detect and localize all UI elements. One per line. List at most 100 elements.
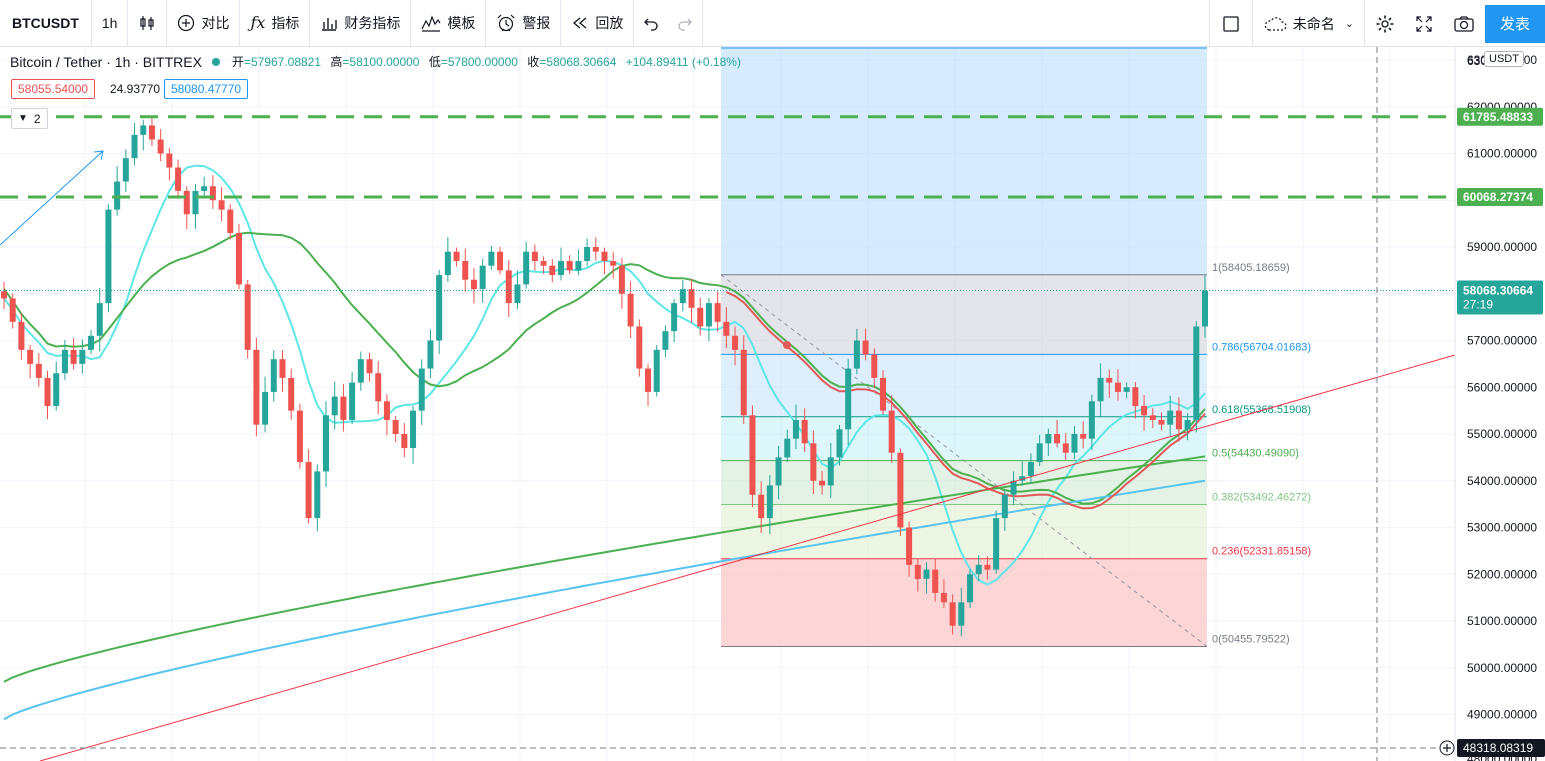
candle-body: [1202, 290, 1208, 327]
candle-body: [1114, 382, 1121, 392]
buy-price-box[interactable]: 58080.47770: [164, 79, 249, 99]
plus-circle-icon: [178, 14, 195, 32]
candle-body: [679, 289, 686, 304]
candle-body: [845, 368, 852, 430]
price-tick-label: 55000.00000: [1467, 427, 1537, 441]
candle-body: [357, 359, 364, 383]
candle-body: [35, 363, 42, 378]
candle-body: [1141, 405, 1148, 416]
candle-body: [775, 457, 782, 486]
candle-body: [392, 419, 399, 434]
price-axis: 63000.0000062000.0000061000.0000060000.0…: [1439, 47, 1545, 761]
price-axis-bg: [1455, 47, 1545, 761]
candle-body: [183, 190, 190, 215]
candle-body: [575, 261, 582, 271]
last-price-tag-bg: [1457, 280, 1543, 315]
compare-button[interactable]: 对比: [167, 0, 241, 47]
studies-toggle-button[interactable]: ▼ 2: [11, 108, 48, 129]
last-price-tag: 58068.30664: [1463, 284, 1533, 298]
indicators-button[interactable]: ƒx 指标: [240, 0, 311, 47]
top-toolbar: BTCUSDT 1h 对比 ƒx 指标 财务指标 模板 警报 回放 未命名: [0, 0, 1545, 47]
candle-body: [627, 293, 634, 327]
redo-button[interactable]: [668, 0, 704, 47]
square-icon: [1223, 15, 1239, 32]
toolbar-right-group: 未命名 ⌄ 发表: [1208, 0, 1545, 47]
interval-button[interactable]: 1h: [92, 0, 129, 47]
candle-body: [262, 391, 269, 425]
screenshot-button[interactable]: [1443, 0, 1485, 47]
candle-body: [923, 569, 930, 579]
fx-icon: ƒx: [250, 13, 266, 32]
candle-body: [497, 251, 504, 271]
replay-button[interactable]: 回放: [561, 0, 635, 47]
candle-body: [862, 340, 869, 355]
sell-price-box[interactable]: 58055.54000: [11, 79, 96, 99]
candle-body: [88, 335, 95, 350]
candle-body: [523, 251, 530, 285]
financials-label: 财务指标: [344, 15, 401, 31]
open-value: =57967.08821: [243, 55, 322, 69]
candle-body: [79, 349, 86, 364]
candle-body: [505, 270, 512, 304]
candle-body: [732, 335, 739, 350]
candle-body: [723, 321, 730, 336]
fib-level-label: 0.786(56704.01683): [1212, 341, 1311, 353]
fullscreen-icon: [1416, 15, 1432, 32]
redo-icon: [678, 18, 693, 31]
layout-name-button[interactable]: 未命名 ⌄: [1251, 0, 1364, 47]
select-layout-button[interactable]: [1208, 0, 1252, 47]
candle-body: [914, 564, 921, 579]
candle-body: [819, 480, 826, 486]
fib-level-label: 1(58405.18659): [1212, 262, 1290, 274]
candle-body: [70, 349, 77, 364]
close-label: 收: [527, 55, 540, 69]
level-lower-tag: 60068.27374: [1463, 190, 1533, 204]
candles: [1, 116, 1208, 637]
countdown-tag: 27:19: [1463, 298, 1493, 312]
high-label: 高: [330, 55, 343, 69]
trend-line: [39, 354, 1456, 761]
candle-body: [853, 340, 860, 369]
candle-body: [584, 247, 591, 262]
price-tick-label: 52000.00000: [1467, 567, 1537, 581]
templates-button[interactable]: 模板: [411, 0, 487, 47]
open-label: 开: [231, 55, 244, 69]
candle-body: [105, 209, 112, 304]
candle-body: [949, 602, 956, 626]
candle-body: [1149, 415, 1156, 420]
candle-body: [27, 349, 34, 364]
candle-body: [610, 261, 617, 266]
financials-button[interactable]: 财务指标: [310, 0, 412, 47]
plus-icon: [1443, 744, 1451, 752]
candle-body: [784, 438, 791, 458]
fullscreen-button[interactable]: [1405, 0, 1443, 47]
alert-button[interactable]: 警报: [486, 0, 562, 47]
candle-body: [314, 471, 321, 519]
candle-body: [427, 340, 434, 369]
candle-body: [1123, 387, 1130, 392]
settings-button[interactable]: [1364, 0, 1405, 47]
currency-label[interactable]: USDT: [1484, 51, 1524, 67]
undo-button[interactable]: [634, 0, 668, 47]
fib-trend-line: [720, 274, 1208, 647]
chart-type-button[interactable]: [128, 0, 168, 47]
price-chart[interactable]: 1(58405.18659) 0.786(56704.01683) 0.618(55…: [0, 47, 1545, 761]
publish-button[interactable]: 发表: [1485, 4, 1545, 43]
candle-body: [340, 396, 347, 420]
candle-body: [645, 368, 652, 392]
symbol-search-button[interactable]: BTCUSDT: [0, 0, 92, 47]
candle-body: [323, 415, 330, 472]
candle-body: [1080, 434, 1087, 439]
candle-body: [566, 261, 573, 271]
candle-body: [1027, 462, 1034, 477]
price-tick-label: 53000.00000: [1467, 521, 1537, 535]
candle-body: [1062, 443, 1069, 453]
candle-body: [618, 265, 625, 294]
price-tick-label: 56000.00000: [1467, 380, 1537, 394]
high-value: =58100.00000: [342, 55, 420, 69]
candle-body: [557, 261, 564, 276]
candle-body: [984, 564, 991, 570]
symbol-title: Bitcoin / Tether · 1h · BITTREX: [10, 53, 202, 70]
candle-body: [705, 303, 712, 327]
candle-body: [1045, 434, 1052, 444]
